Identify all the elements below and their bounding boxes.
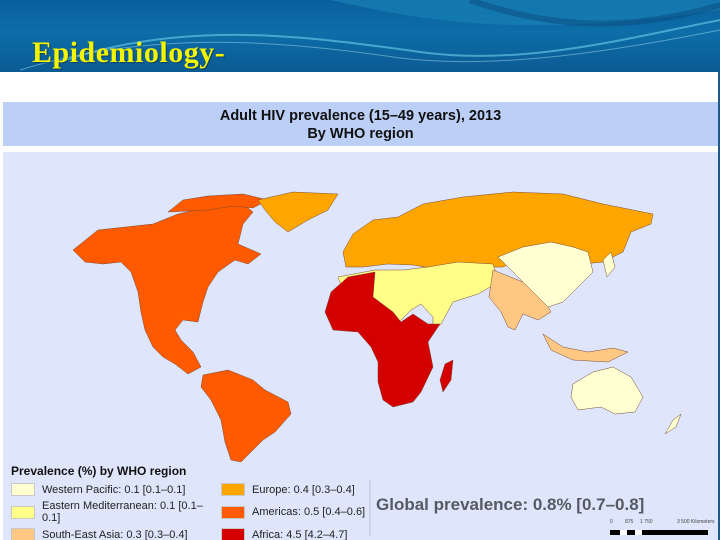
region-americas-north [72, 203, 262, 375]
region-japan [602, 251, 616, 278]
legend-item-africa: Africa: 4.5 [4.2–4.7] [221, 528, 371, 540]
region-madagascar [439, 359, 454, 393]
wave-decoration-icon [19, 0, 720, 71]
slide-header: Epidemiology- [0, 0, 720, 72]
legend-swatch [11, 528, 35, 540]
legend-item-americas: Americas: 0.5 [0.4–0.6] [221, 500, 371, 524]
legend-swatch [221, 505, 245, 519]
scale-label: 0 [610, 519, 613, 525]
legend-label: Americas: 0.5 [0.4–0.6] [252, 506, 366, 518]
scale-label: 875 [625, 519, 634, 525]
region-africa [324, 271, 441, 408]
legend-divider [369, 480, 371, 536]
scale-label: 3 500 Kilometers [677, 519, 715, 525]
scale-bar: 0 875 1 750 3 500 Kilometers [610, 519, 720, 539]
map-title-bar: Adult HIV prevalence (15–49 years), 2013… [3, 102, 718, 146]
legend-swatch [11, 505, 35, 519]
scale-label: 1 750 [640, 519, 653, 525]
legend-label: Africa: 4.5 [4.2–4.7] [252, 528, 348, 540]
legend-label: Western Pacific: 0.1 [0.1–0.1] [42, 483, 186, 496]
legend-swatch [11, 483, 35, 496]
legend-label: Europe: 0.4 [0.3–0.4] [252, 483, 355, 496]
map-title: Adult HIV prevalence (15–49 years), 2013 [219, 108, 502, 124]
map-legend: Prevalence (%) by WHO region Western Pac… [11, 464, 371, 540]
region-indonesia [542, 333, 629, 363]
region-americas-south [200, 369, 292, 462]
world-map [72, 191, 682, 462]
legend-item-western-pacific: Western Pacific: 0.1 [0.1–0.1] [11, 483, 221, 496]
title-separator [3, 146, 718, 152]
region-australia [570, 366, 644, 415]
legend-swatch [221, 483, 245, 496]
region-greenland [257, 191, 339, 233]
legend-title: Prevalence (%) by WHO region [11, 464, 187, 478]
global-prevalence: Global prevalence: 0.8% [0.7–0.8] [376, 495, 645, 514]
legend-label: South-East Asia: 0.3 [0.3–0.4] [42, 528, 188, 540]
region-china [497, 241, 594, 308]
legend-swatch [221, 528, 245, 540]
scale-bar-graphic [610, 530, 708, 535]
slide-border [718, 72, 720, 540]
hiv-prevalence-map-figure: Adult HIV prevalence (15–49 years), 2013… [3, 102, 718, 540]
legend-item-europe: Europe: 0.4 [0.3–0.4] [221, 483, 371, 496]
region-new-zealand [664, 413, 682, 435]
legend-item-south-east-asia: South-East Asia: 0.3 [0.3–0.4] [11, 528, 221, 540]
slide-title: Epidemiology- [32, 36, 226, 69]
legend-label: Eastern Mediterranean: 0.1 [0.1–0.1] [41, 500, 203, 524]
map-subtitle: By WHO region [307, 126, 414, 142]
legend-item-eastern-mediterranean: Eastern Mediterranean: 0.1 [0.1–0.1] [11, 500, 221, 524]
